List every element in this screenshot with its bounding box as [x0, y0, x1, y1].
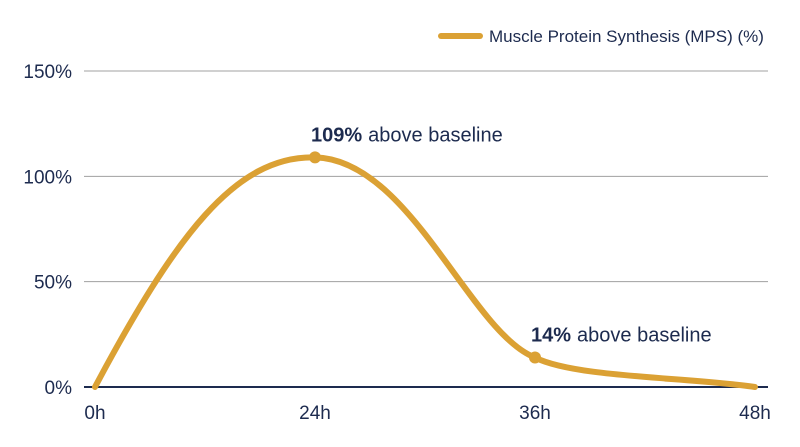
- annotation-label: 109% above baseline: [311, 124, 503, 146]
- y-tick-label: 100%: [23, 167, 72, 188]
- y-tick-label: 50%: [34, 273, 72, 294]
- x-tick-label: 24h: [299, 403, 331, 424]
- annotation-text: above baseline: [368, 124, 503, 146]
- mps-series-line: [92, 154, 758, 390]
- legend-label: Muscle Protein Synthesis (MPS) (%): [489, 27, 764, 46]
- legend: Muscle Protein Synthesis (MPS) (%): [438, 27, 764, 46]
- data-point-marker: [309, 151, 321, 164]
- annotations: 109% above baseline 14% above baseline: [309, 124, 712, 364]
- annotation-text: above baseline: [577, 325, 712, 347]
- annotation-value: 14%: [531, 325, 571, 347]
- gridlines: [84, 70, 768, 388]
- annotation-value: 109%: [311, 124, 362, 146]
- series-layer: [92, 154, 758, 390]
- y-tick-label: 150%: [23, 62, 72, 83]
- annotation-label: 14% above baseline: [531, 325, 712, 347]
- x-tick-label: 0h: [84, 403, 105, 424]
- x-tick-label: 36h: [519, 403, 551, 424]
- y-axis-tick-labels: 0% 50% 100% 150%: [23, 62, 72, 399]
- y-tick-label: 0%: [45, 378, 73, 399]
- x-tick-label: 48h: [739, 403, 771, 424]
- x-axis-tick-labels: 0h 24h 36h 48h: [84, 403, 770, 424]
- data-point-marker: [529, 351, 541, 364]
